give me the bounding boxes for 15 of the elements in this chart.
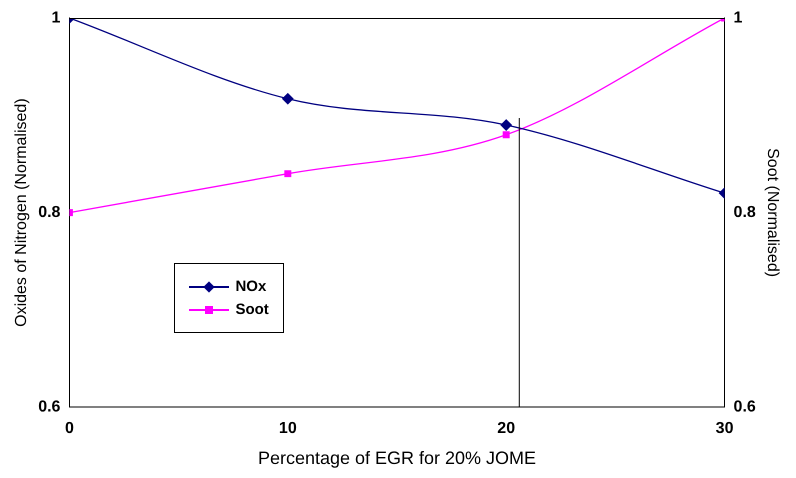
y-tick-label: 1 bbox=[52, 9, 61, 26]
legend-label: Soot bbox=[235, 301, 269, 318]
y2-axis-title: Soot (Normalised) bbox=[764, 148, 781, 278]
x-tick-label: 30 bbox=[716, 420, 734, 438]
y-axis-title: Oxides of Nitrogen (Normalised) bbox=[13, 98, 30, 327]
x-tick-label: 10 bbox=[278, 420, 297, 438]
y-tick-label: 0.6 bbox=[38, 398, 61, 416]
y2-tick-label: 0.6 bbox=[734, 398, 756, 416]
legend-label: NOx bbox=[235, 278, 266, 295]
x-tick-label: 0 bbox=[64, 420, 74, 438]
x-tick-label: 20 bbox=[497, 420, 516, 438]
y-tick-label: 0.8 bbox=[38, 204, 61, 222]
y2-tick-label: 0.8 bbox=[734, 204, 756, 222]
x-axis-title: Percentage of EGR for 20% JOME bbox=[258, 448, 536, 468]
y2-tick-label: 1 bbox=[734, 9, 743, 26]
